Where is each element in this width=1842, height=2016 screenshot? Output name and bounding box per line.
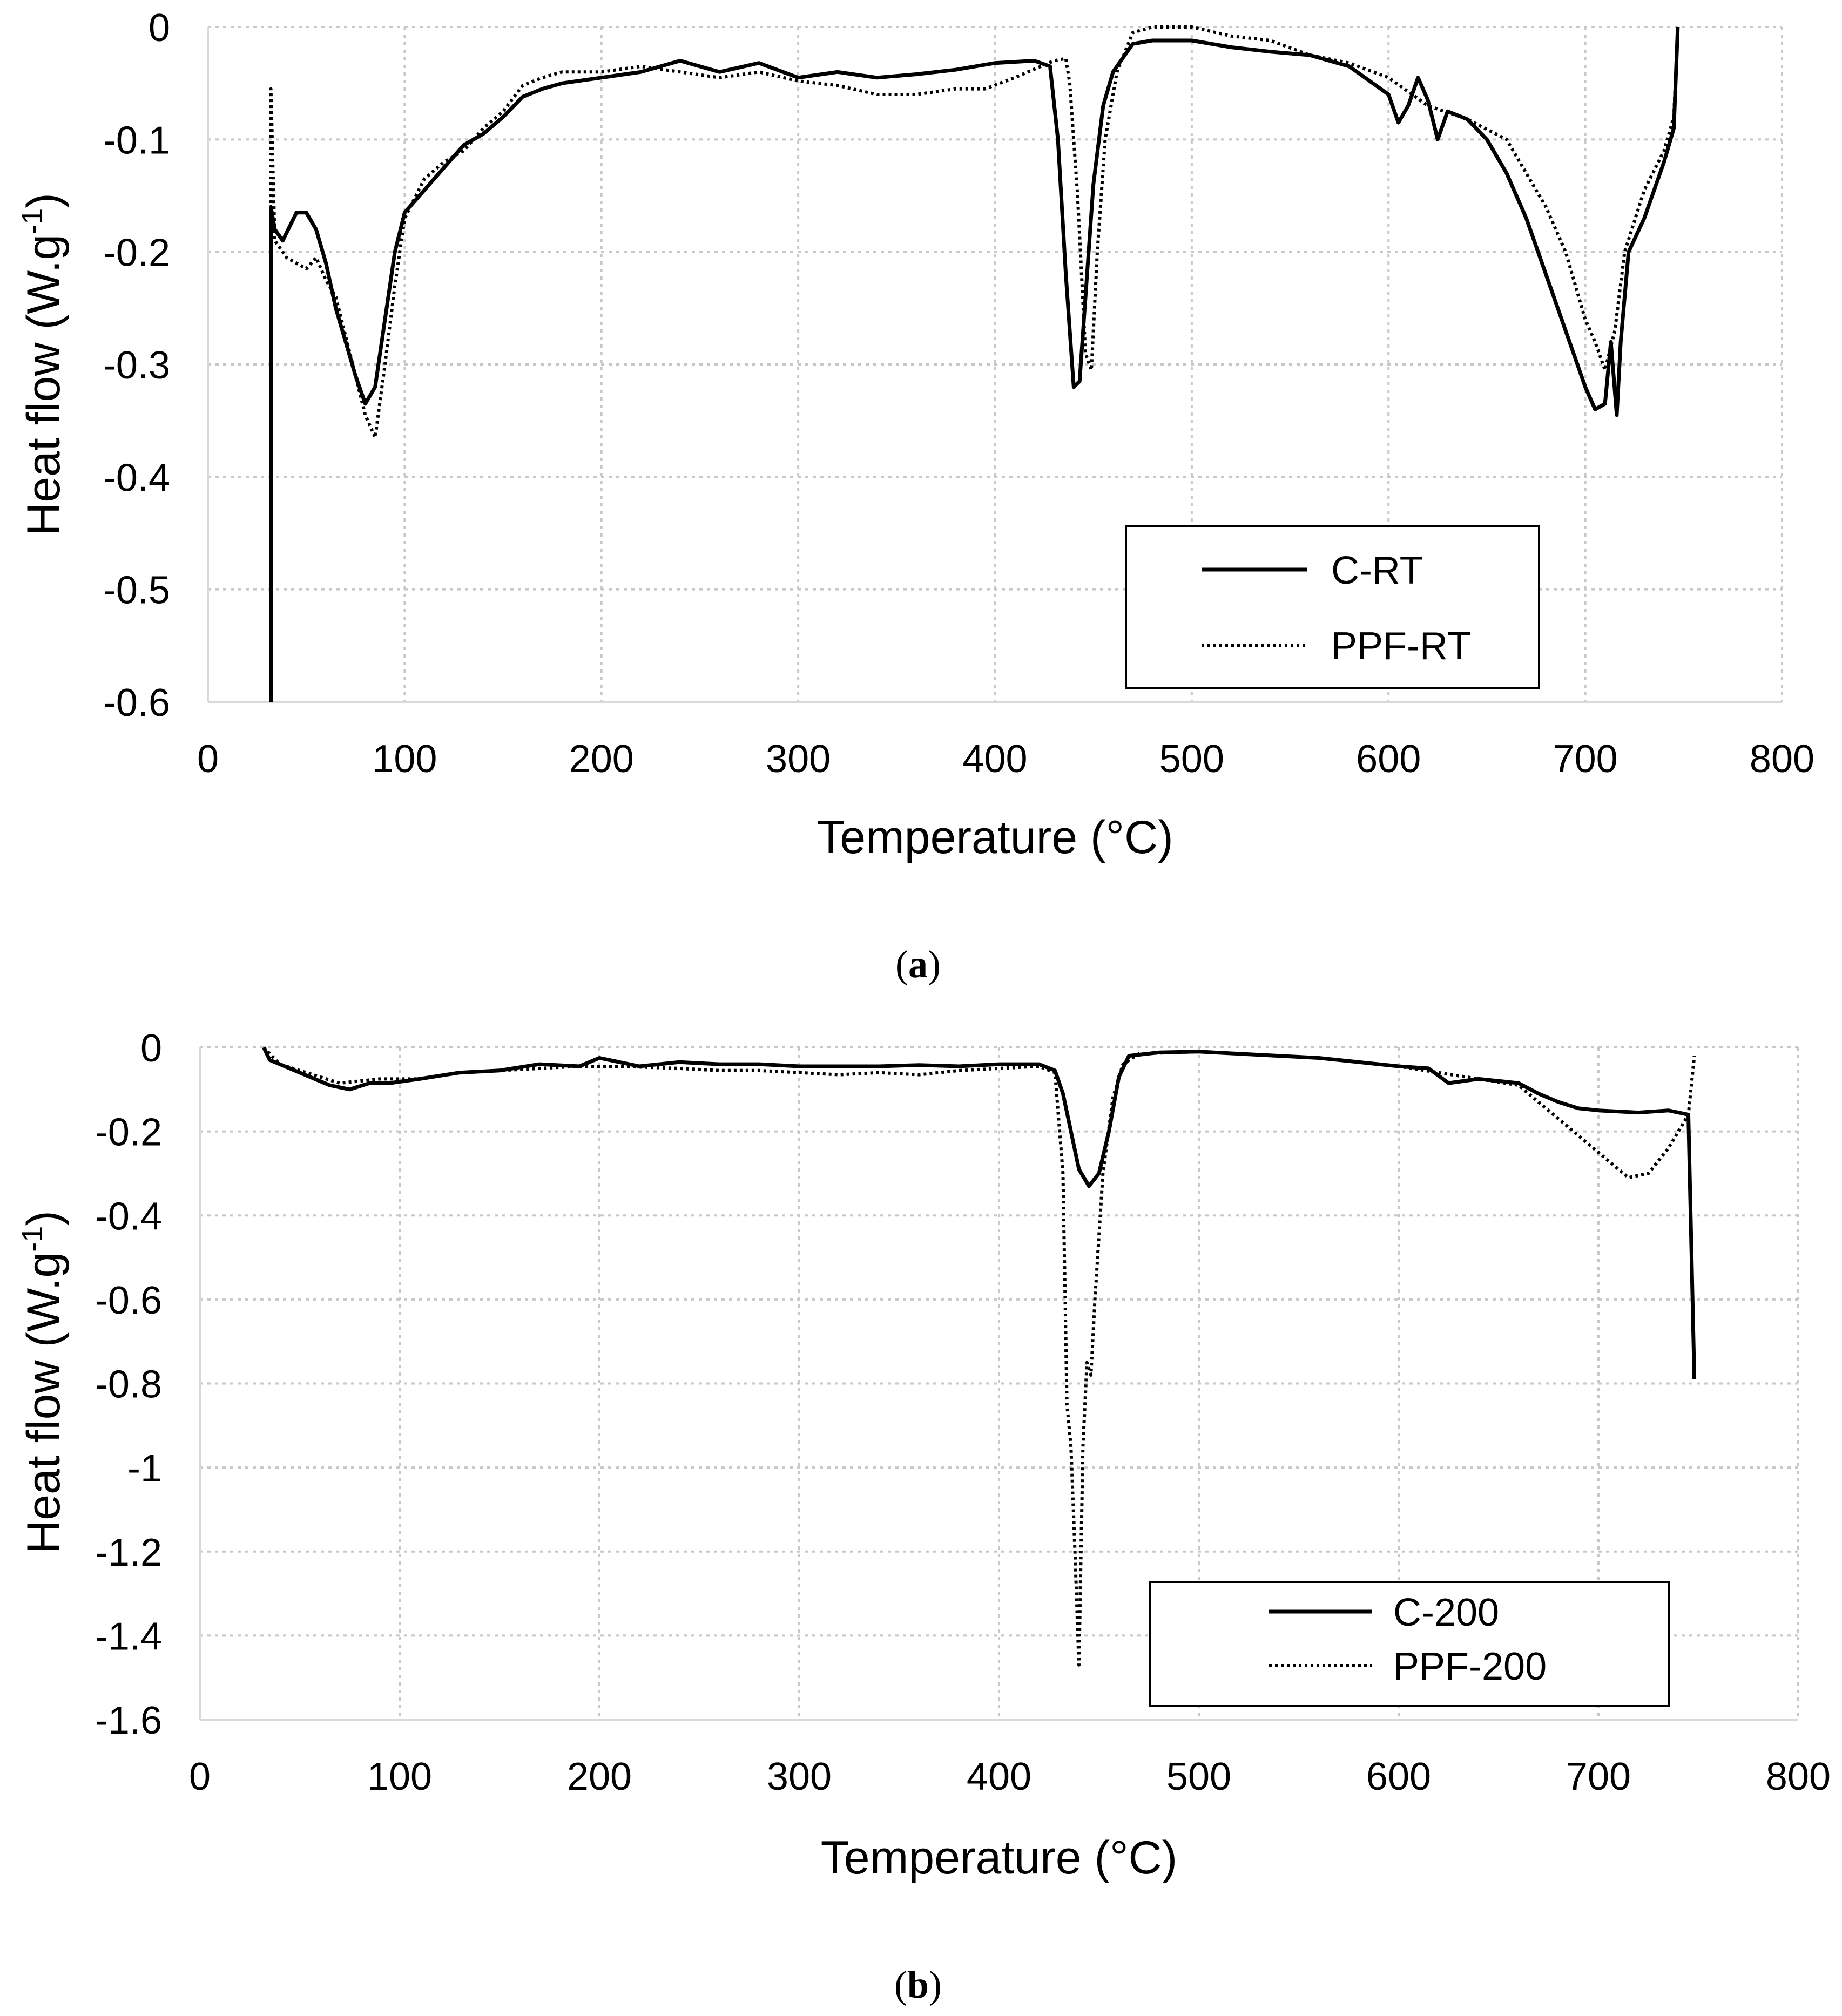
x-tick-label: 300 (767, 1755, 832, 1798)
x-tick-label: 400 (967, 1755, 1031, 1798)
x-tick-label: 200 (567, 1755, 632, 1798)
y-tick-label: -1.2 (95, 1531, 162, 1574)
y-axis-label-sup: -1 (16, 208, 49, 234)
y-axis-label-end: ) (18, 193, 70, 208)
y-tick-label: -0.6 (103, 681, 170, 725)
y-axis-label-end: ) (18, 1210, 70, 1226)
y-tick-label: -1.4 (95, 1615, 162, 1658)
legend-label: PPF-200 (1393, 1645, 1547, 1688)
y-tick-label: -0.3 (103, 344, 170, 387)
x-tick-label: 800 (1750, 738, 1814, 781)
x-tick-label: 400 (962, 738, 1027, 781)
x-tick-label: 500 (1159, 738, 1224, 781)
y-tick-label: -0.4 (103, 456, 170, 499)
legend-label: C-200 (1393, 1591, 1499, 1634)
y-tick-label: -0.5 (103, 569, 170, 612)
y-axis-label-main: Heat flow (W.g (18, 1252, 70, 1554)
series-line-c-rt (269, 26, 1680, 702)
chart-panel-a: 0 100 200 300 400 500 600 700 800 0 -0.1 -0.2 -0.3 -0… (16, 6, 1814, 986)
x-tick-label: 600 (1366, 1755, 1431, 1798)
legend-label: PPF-RT (1331, 625, 1471, 668)
caption-letter: a (908, 943, 928, 986)
y-tick-label: -0.6 (95, 1279, 162, 1322)
caption-close: ) (929, 1963, 942, 2006)
x-tick-label: 100 (372, 738, 437, 781)
chart-panel-b: 0 100 200 300 400 500 600 700 800 0 -0.2 -0.4 -0.6 -0… (16, 1027, 1831, 2006)
caption-close: ) (928, 943, 941, 986)
x-tick-label: 800 (1766, 1755, 1831, 1798)
caption-letter: b (907, 1963, 929, 2006)
y-axis-label-main: Heat flow (W.g (18, 234, 70, 536)
x-tick-label: 0 (197, 738, 219, 781)
x-tick-label: 700 (1566, 1755, 1631, 1798)
x-tick-label: 600 (1356, 738, 1421, 781)
legend: C-RT PPF-RT (1125, 525, 1540, 689)
x-axis-label: Temperature (°C) (817, 811, 1173, 863)
y-tick-label: -0.4 (95, 1195, 162, 1238)
y-tick-label: -0.1 (103, 119, 170, 162)
y-tick-label: 0 (149, 6, 170, 50)
y-tick-label: -0.8 (95, 1363, 162, 1406)
x-tick-label: 200 (569, 738, 634, 781)
legend: C-200 PPF-200 (1149, 1581, 1670, 1707)
panel-caption: (a) (895, 943, 941, 986)
y-tick-label: -0.2 (95, 1111, 162, 1154)
y-axis-label: Heat flow (W.g-1) (16, 1210, 70, 1554)
caption-open: ( (895, 943, 908, 986)
series-line-c-200 (262, 1046, 1697, 1379)
series-line-ppf-rt (269, 25, 1679, 702)
y-tick-label: -1 (127, 1447, 162, 1490)
y-axis-label: Heat flow (W.g-1) (16, 193, 70, 536)
legend-box (1125, 525, 1540, 689)
x-tick-label: 300 (766, 738, 831, 781)
legend-label: C-RT (1331, 549, 1423, 592)
x-tick-label: 500 (1166, 1755, 1231, 1798)
x-tick-label: 0 (189, 1755, 211, 1798)
series-line-ppf-200 (262, 1046, 1696, 1667)
y-axis-label-sup: -1 (16, 1226, 49, 1252)
caption-open: ( (894, 1963, 907, 2006)
y-tick-label: -0.2 (103, 232, 170, 275)
legend-box (1149, 1581, 1670, 1707)
x-axis-label: Temperature (°C) (821, 1832, 1177, 1884)
x-tick-label: 100 (367, 1755, 432, 1798)
x-tick-label: 700 (1553, 738, 1618, 781)
y-tick-label: 0 (140, 1027, 162, 1070)
y-tick-label: -1.6 (95, 1699, 162, 1742)
panel-caption: (b) (894, 1963, 942, 2006)
